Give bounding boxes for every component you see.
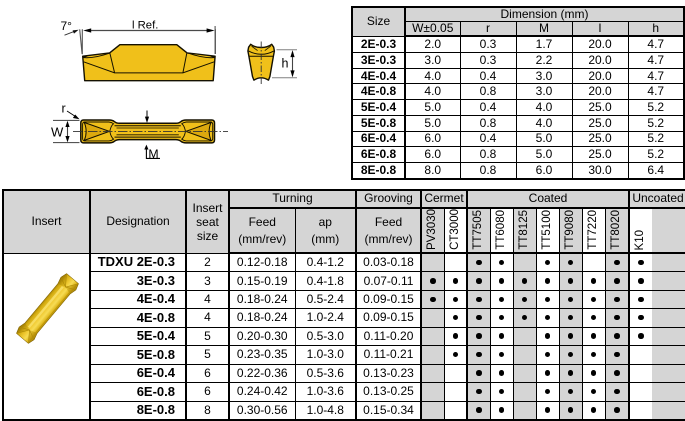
svg-text:M: M — [148, 147, 158, 161]
svg-text:W: W — [51, 125, 64, 140]
svg-text:h: h — [282, 56, 289, 70]
svg-text:7°: 7° — [61, 19, 73, 33]
svg-text:r: r — [62, 101, 66, 115]
svg-text:l Ref.: l Ref. — [132, 19, 158, 31]
